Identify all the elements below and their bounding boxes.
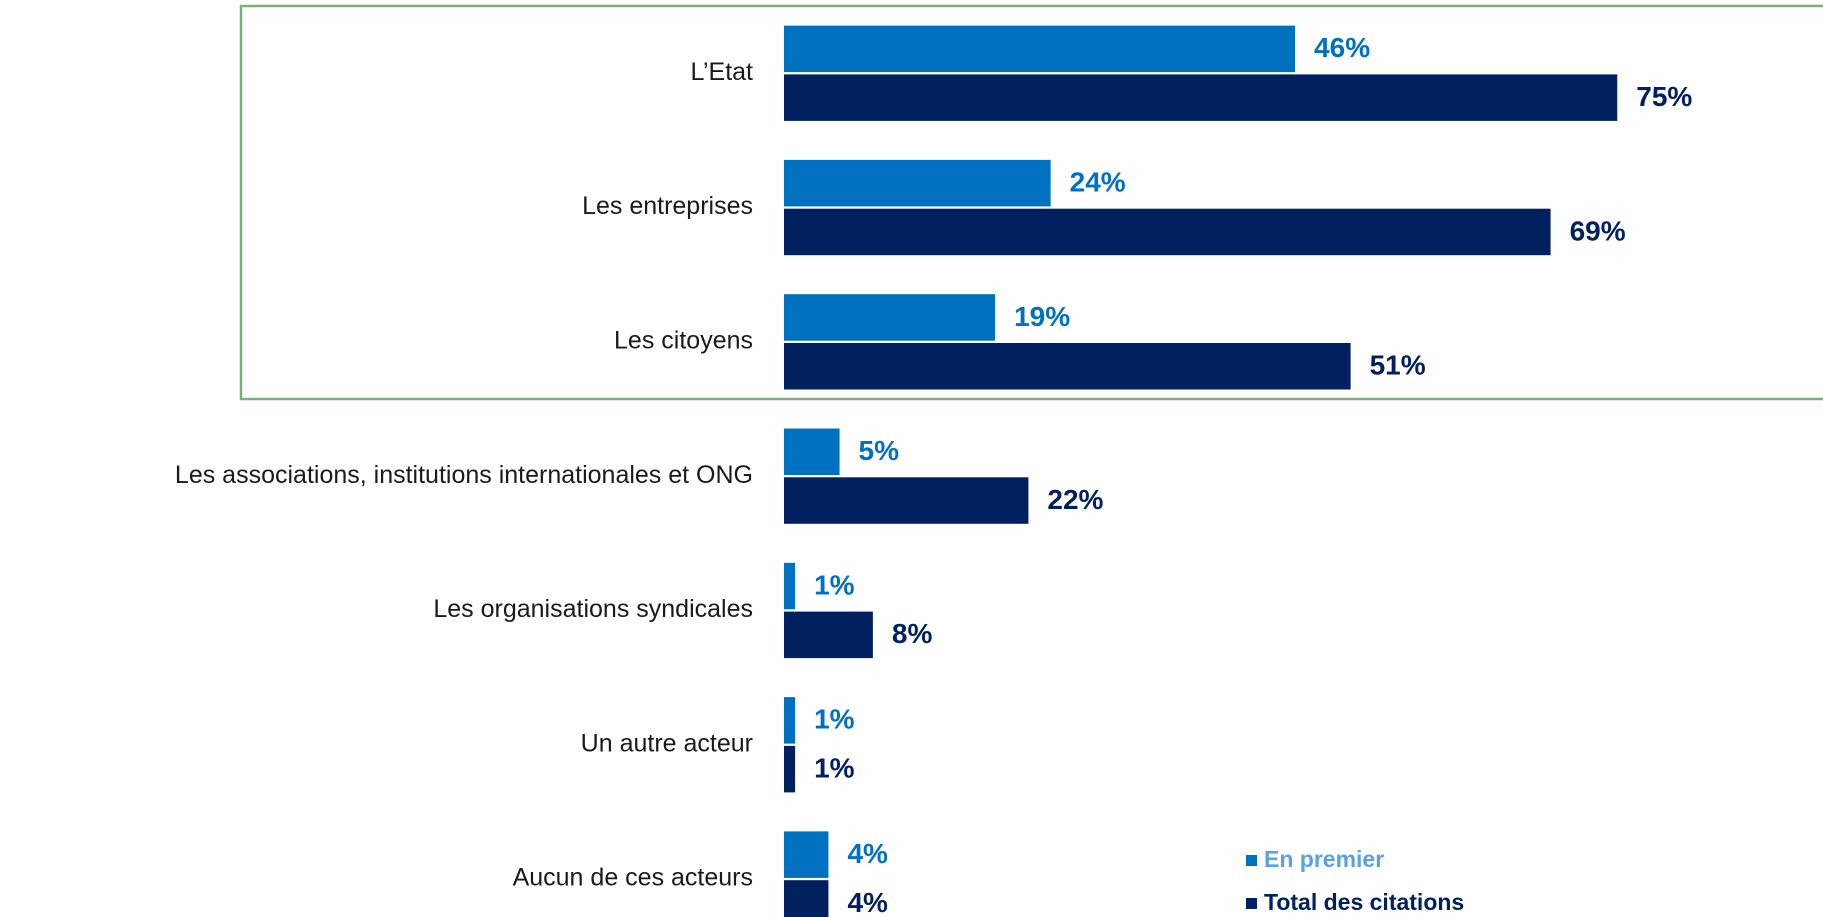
bar: [784, 294, 996, 341]
bar: [784, 25, 1296, 73]
bar: [784, 159, 1051, 207]
value-label: 19%: [1014, 301, 1070, 332]
bar: [784, 477, 1029, 524]
category-label: Un autre acteur: [581, 729, 753, 757]
bar: [784, 343, 1351, 390]
bar: [784, 74, 1618, 121]
bar: [784, 697, 796, 744]
value-label: 1%: [814, 569, 855, 600]
value-label: 75%: [1636, 81, 1692, 112]
category-label: Aucun de ces acteurs: [513, 864, 753, 892]
bar: [784, 562, 796, 610]
legend-label: En premier: [1264, 846, 1384, 872]
value-label: 46%: [1314, 32, 1370, 63]
bar: [784, 208, 1551, 256]
category-label: Les organisations syndicales: [433, 595, 753, 623]
value-label: 1%: [814, 704, 855, 735]
value-label: 24%: [1070, 167, 1126, 198]
value-label: 4%: [847, 887, 888, 917]
value-label: 1%: [814, 753, 855, 784]
bar: [784, 880, 829, 917]
value-label: 69%: [1570, 215, 1626, 246]
legend-swatch: [1246, 898, 1257, 909]
value-label: 4%: [847, 838, 888, 869]
value-label: 22%: [1047, 484, 1103, 515]
bar: [784, 831, 829, 878]
legend-swatch: [1246, 855, 1257, 866]
category-label: L’Etat: [690, 58, 753, 86]
bar: [784, 745, 796, 793]
value-label: 5%: [859, 435, 900, 466]
bar: [784, 611, 873, 659]
category-label: Les associations, institutions internati…: [175, 461, 753, 489]
highlight-box: [239, 4, 1823, 401]
value-label: 8%: [892, 618, 933, 649]
legend-label: Total des citations: [1264, 889, 1464, 915]
value-label: 51%: [1370, 350, 1426, 381]
bar: [784, 428, 840, 475]
category-label: Les citoyens: [614, 326, 753, 354]
category-label: Les entreprises: [582, 192, 753, 220]
